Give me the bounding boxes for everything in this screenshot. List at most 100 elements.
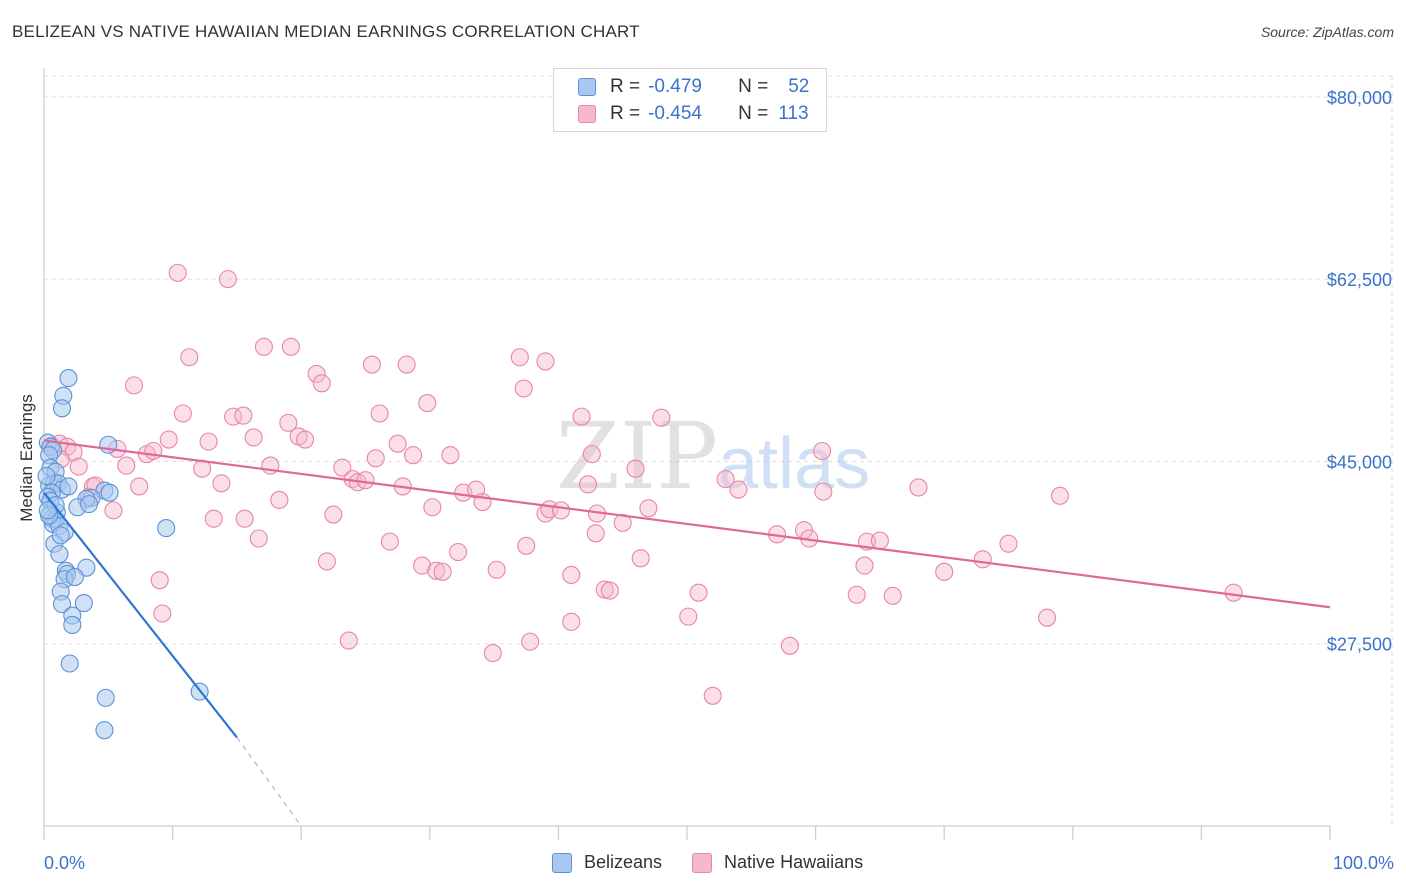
- native-hawaiians-point: [600, 581, 619, 600]
- series-label-native-hawaiians: Native Hawaiians: [724, 852, 864, 872]
- y-tick-label: $45,000: [1327, 452, 1392, 472]
- belizeans-point: [96, 688, 115, 707]
- native-hawaiians-point: [312, 374, 331, 393]
- belizeans-point: [95, 721, 114, 740]
- native-hawaiians-point: [339, 631, 358, 650]
- native-hawaiians-point: [973, 550, 992, 569]
- watermark-zip: ZIP: [556, 403, 718, 510]
- series-swatch-pink: [692, 852, 713, 873]
- native-hawaiians-point: [441, 446, 460, 465]
- native-hawaiians-point: [999, 534, 1018, 553]
- series-label-belizeans: Belizeans: [584, 852, 663, 872]
- native-hawaiians-point: [281, 337, 300, 356]
- native-hawaiians-point: [562, 612, 581, 631]
- native-hawaiians-point: [333, 458, 352, 477]
- y-tick-labels: $27,500 $45,000 $62,500 $80,000: [1327, 88, 1392, 655]
- native-hawaiians-point: [1224, 583, 1243, 602]
- native-hawaiians-point: [517, 536, 536, 555]
- belizeans-point: [63, 615, 82, 635]
- native-hawaiians-point: [388, 434, 407, 453]
- native-hawaiians-point: [812, 441, 832, 461]
- watermark-atlas: atlas: [718, 424, 870, 504]
- native-hawaiians-point: [679, 607, 698, 626]
- native-hawaiians-point: [418, 394, 437, 413]
- native-hawaiians-point: [870, 531, 889, 550]
- native-hawaiians-point: [173, 404, 192, 423]
- native-hawaiians-point: [1038, 608, 1057, 627]
- native-hawaiians-point: [199, 432, 218, 451]
- stats-legend: R = -0.479 N = 52 R = -0.454 N = 113: [553, 68, 827, 132]
- x-tick-labels: 0.0% 100.0%: [44, 853, 1394, 873]
- native-hawaiians-point: [324, 505, 343, 524]
- native-hawaiians-point: [847, 585, 866, 604]
- chart-source: Source: ZipAtlas.com: [1260, 24, 1394, 40]
- native-hawaiians-point: [117, 456, 136, 475]
- native-hawaiians-point: [235, 509, 254, 528]
- native-hawaiians-point: [69, 457, 88, 476]
- chart-title: BELIZEAN VS NATIVE HAWAIIAN MEDIAN EARNI…: [12, 22, 640, 41]
- native-hawaiians-point: [595, 580, 614, 599]
- series-legend-belizeans[interactable]: Belizeans: [552, 852, 662, 873]
- native-hawaiians-point: [483, 644, 502, 663]
- belizeans-trend-line: [43, 491, 238, 739]
- belizeans-trend-extension: [236, 737, 302, 827]
- belizeans-point: [100, 483, 119, 502]
- legend-n-value: 52: [788, 76, 810, 97]
- native-hawaiians-point: [883, 586, 902, 605]
- native-hawaiians-point: [586, 524, 605, 543]
- belizeans-point: [52, 399, 72, 418]
- native-hawaiians-point: [168, 263, 187, 282]
- series-legend-native-hawaiians[interactable]: Native Hawaiians: [692, 852, 863, 873]
- legend-n-value: 113: [778, 103, 809, 124]
- y-tick-label: $27,500: [1327, 635, 1392, 655]
- native-hawaiians-point: [204, 509, 223, 528]
- native-hawaiians-point: [212, 474, 231, 493]
- belizeans-point: [51, 526, 70, 545]
- native-hawaiians-point: [317, 552, 336, 571]
- belizeans-point: [157, 519, 176, 538]
- native-hawaiians-point: [307, 364, 326, 383]
- belizeans-point: [38, 501, 57, 520]
- native-hawaiians-point: [510, 348, 529, 367]
- belizeans-point: [52, 595, 72, 614]
- belizeans-point: [59, 477, 78, 496]
- native-hawaiians-point: [380, 532, 399, 551]
- belizeans-point: [74, 594, 93, 613]
- belizeans-point: [37, 466, 56, 486]
- watermark: ZIP atlas: [556, 403, 870, 510]
- native-hawaiians-point: [397, 355, 416, 374]
- legend-r-value: -0.479: [648, 76, 702, 97]
- native-hawaiians-point: [413, 556, 432, 575]
- trend-lines: [43, 439, 1331, 827]
- native-hawaiians-point: [249, 529, 268, 548]
- belizeans-point: [79, 495, 99, 514]
- y-axis-label: Median Earnings: [17, 394, 36, 522]
- legend-swatch-blue: [578, 78, 596, 96]
- native-hawaiians-point: [279, 413, 298, 432]
- native-hawaiians-point: [218, 270, 237, 289]
- native-hawaiians-point: [366, 449, 385, 468]
- native-hawaiians-trend-line: [43, 439, 1331, 609]
- native-hawaiians-point: [150, 571, 169, 590]
- native-hawaiians-point: [562, 565, 581, 585]
- legend-r-label: R =: [610, 103, 641, 124]
- series-legend: Belizeans Native Hawaiians: [552, 852, 893, 873]
- native-hawaiians-point: [703, 686, 722, 705]
- native-hawaiians-point: [254, 337, 273, 356]
- native-hawaiians-point: [514, 379, 533, 398]
- native-hawaiians-point: [551, 501, 571, 520]
- native-hawaiians-point: [423, 498, 442, 517]
- native-hawaiians-point: [716, 470, 735, 489]
- native-hawaiians-point: [626, 459, 645, 478]
- native-hawaiians-point: [578, 475, 598, 494]
- native-hawaiians-point: [729, 480, 748, 499]
- legend-row-native-hawaiians: R = -0.454 N = 113: [578, 101, 809, 127]
- native-hawaiians-point: [124, 376, 144, 395]
- native-hawaiians-point: [855, 556, 874, 575]
- native-hawaiians-point: [180, 348, 199, 367]
- native-hawaiians-point: [356, 471, 375, 490]
- native-hawaiians-point: [433, 562, 452, 581]
- belizeans-points: [37, 369, 209, 740]
- native-hawaiians-point: [244, 428, 263, 447]
